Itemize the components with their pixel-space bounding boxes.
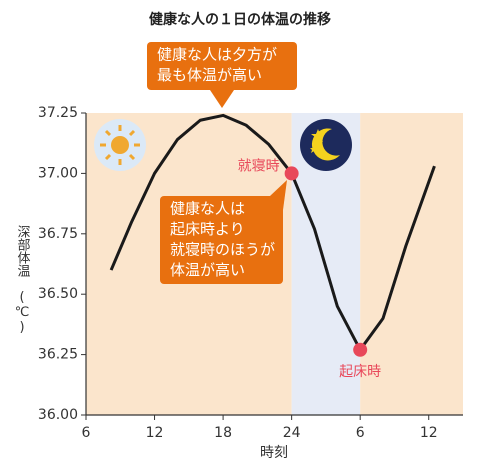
x-tick-label: 6 <box>82 425 91 441</box>
marker <box>284 166 299 181</box>
y-axis-label: 深部体温 <box>15 225 31 277</box>
callout-pointer <box>210 90 234 108</box>
callout-box <box>160 196 283 284</box>
callout-text: 起床時より <box>170 220 245 238</box>
x-tick-label: 24 <box>283 425 301 441</box>
callout-text: 体温が高い <box>170 261 245 279</box>
moon-icon <box>300 119 352 171</box>
temperature-line <box>109 113 436 352</box>
callout-box <box>147 42 297 90</box>
shaded-band <box>360 113 463 415</box>
x-tick-label: 12 <box>146 425 164 441</box>
sun-icon <box>94 119 146 171</box>
marker-label: 起床時 <box>339 364 381 380</box>
x-axis-label: 時刻 <box>260 445 288 461</box>
y-tick-label: 36.00 <box>38 407 78 423</box>
marker-label: 就寝時 <box>238 157 280 174</box>
callout-text: 健康な人は <box>170 200 245 218</box>
y-axis-unit: (℃) <box>15 290 30 335</box>
marker <box>353 342 368 357</box>
callout-text: 就寝時のほうが <box>170 241 275 259</box>
x-tick-label: 12 <box>420 425 438 441</box>
x-tick-label: 6 <box>356 425 365 441</box>
y-tick-label: 36.75 <box>38 226 78 242</box>
x-tick-label: 18 <box>214 425 232 441</box>
y-tick-label: 36.25 <box>38 347 78 363</box>
y-tick-label: 36.50 <box>38 286 78 302</box>
callout-text: 健康な人は夕方が <box>157 46 277 64</box>
chart-title: 健康な人の１日の体温の推移 <box>149 11 331 28</box>
y-tick-label: 37.00 <box>38 165 78 181</box>
y-tick-label: 37.25 <box>38 105 78 121</box>
callout-text: 最も体温が高い <box>157 66 262 84</box>
